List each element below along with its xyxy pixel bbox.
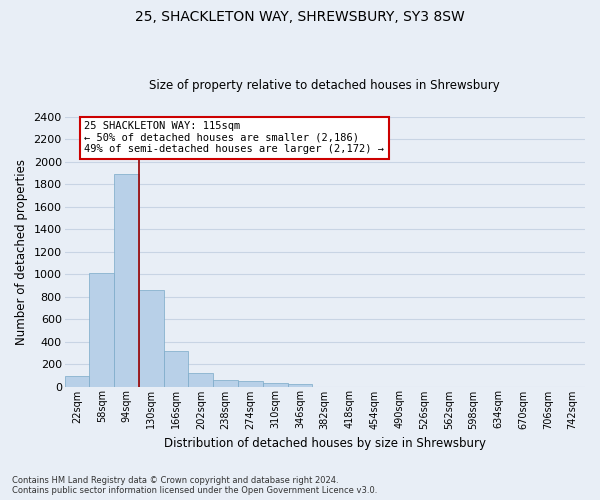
Bar [114, 174, 139, 386]
Bar [139, 290, 164, 386]
Bar [164, 351, 188, 386]
Bar [65, 376, 89, 386]
Text: 25, SHACKLETON WAY, SHREWSBURY, SY3 8SW: 25, SHACKLETON WAY, SHREWSBURY, SY3 8SW [135, 10, 465, 24]
X-axis label: Distribution of detached houses by size in Shrewsbury: Distribution of detached houses by size … [164, 437, 486, 450]
Bar [213, 380, 238, 386]
Bar [188, 373, 213, 386]
Text: 25 SHACKLETON WAY: 115sqm
← 50% of detached houses are smaller (2,186)
49% of se: 25 SHACKLETON WAY: 115sqm ← 50% of detac… [85, 122, 385, 154]
Text: Contains HM Land Registry data © Crown copyright and database right 2024.
Contai: Contains HM Land Registry data © Crown c… [12, 476, 377, 495]
Bar [89, 273, 114, 386]
Title: Size of property relative to detached houses in Shrewsbury: Size of property relative to detached ho… [149, 79, 500, 92]
Bar [287, 384, 313, 386]
Bar [263, 383, 287, 386]
Y-axis label: Number of detached properties: Number of detached properties [15, 158, 28, 344]
Bar [238, 381, 263, 386]
